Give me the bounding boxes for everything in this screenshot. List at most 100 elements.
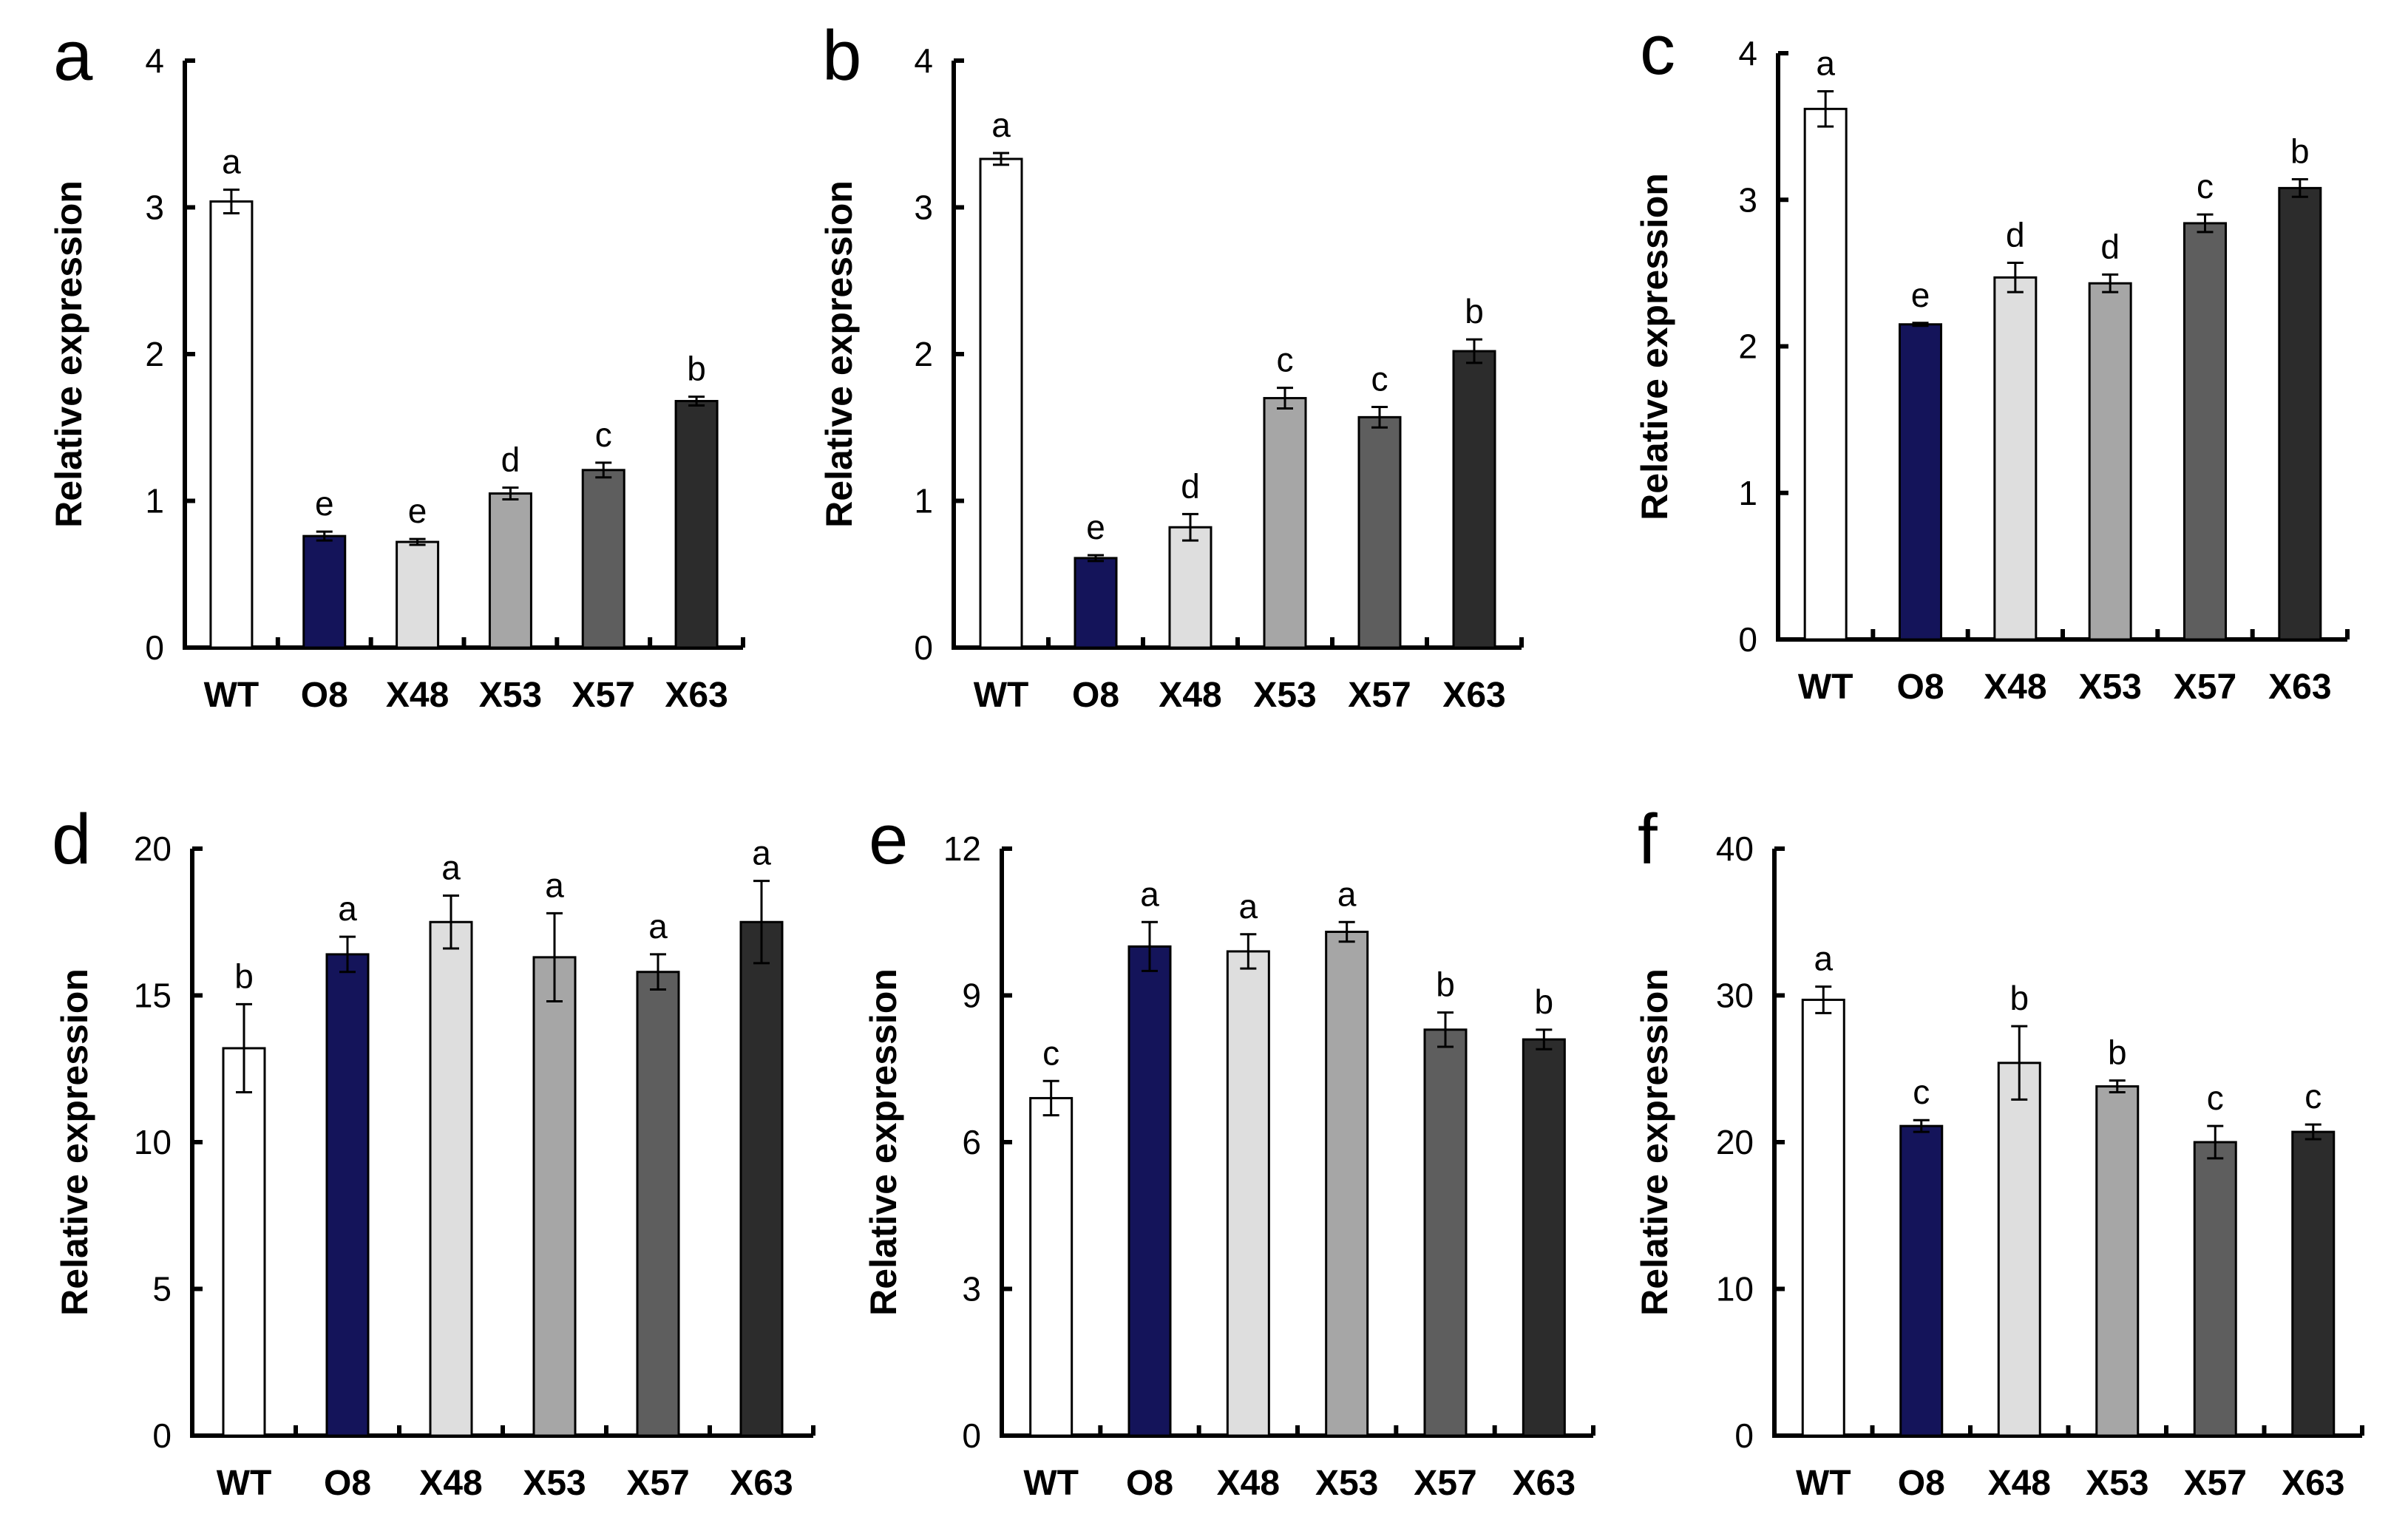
bar-WT [979, 157, 1023, 649]
y-axis-label: Relative expression [54, 968, 95, 1316]
significance-label: c [1371, 359, 1388, 398]
significance-label: c [2197, 167, 2214, 206]
y-tick-label: 9 [962, 977, 981, 1015]
bar-X57 [581, 469, 625, 649]
x-tick-label: X53 [2086, 1464, 2148, 1503]
error-bar [1817, 90, 1834, 128]
x-tick-label: X63 [2282, 1464, 2344, 1503]
error-bar [1536, 1028, 1553, 1050]
bar-O8 [1074, 557, 1118, 649]
error-bar [1437, 1011, 1454, 1048]
y-tick-label: 4 [145, 41, 164, 80]
bar-WT [222, 1047, 266, 1437]
x-tick-label: O8 [324, 1464, 371, 1503]
bar-X53 [488, 492, 532, 649]
y-tick-label: 0 [152, 1416, 172, 1455]
y-tick-label: 3 [962, 1270, 981, 1308]
bar-X48 [396, 540, 440, 649]
y-tick-label: 3 [914, 189, 933, 227]
error-bar [993, 152, 1009, 166]
x-tick-label: O8 [1126, 1464, 1173, 1503]
x-tick-label: WT [1798, 668, 1854, 707]
y-tick-label: 6 [962, 1123, 981, 1161]
x-tick-label: X57 [1348, 676, 1411, 715]
error-bar [753, 880, 770, 965]
bar-X53 [1263, 397, 1307, 649]
bar-X63 [674, 400, 719, 649]
error-bar [339, 935, 356, 974]
bar-WT [209, 200, 254, 649]
error-bar [1042, 1079, 1059, 1117]
bar-X48 [1226, 950, 1270, 1437]
error-bar [1912, 322, 1929, 327]
y-tick-label: 4 [914, 41, 933, 80]
x-tick-label: WT [217, 1464, 272, 1503]
y-tick-label: 15 [134, 977, 172, 1015]
x-tick-label: WT [974, 676, 1029, 715]
error-bar [409, 537, 426, 546]
y-tick-label: 0 [914, 628, 933, 667]
significance-label: c [595, 415, 612, 454]
significance-label: a [1816, 44, 1835, 83]
error-bar [1240, 933, 1257, 970]
significance-label: a [1337, 875, 1357, 913]
significance-label: a [648, 907, 668, 946]
significance-label: e [315, 484, 334, 523]
error-bar [1338, 920, 1355, 943]
x-tick-label: WT [1023, 1464, 1079, 1503]
x-tick-label: X63 [1442, 676, 1505, 715]
error-bar [1142, 920, 1158, 972]
error-bar [1182, 512, 1198, 542]
bar-X63 [1522, 1038, 1566, 1437]
error-bar [2304, 1123, 2321, 1141]
x-tick-label: X57 [572, 676, 635, 715]
bar-X63 [2291, 1130, 2336, 1437]
significance-label: b [234, 957, 254, 995]
bar-X48 [1993, 276, 2038, 641]
bar-WT [1803, 107, 1848, 641]
bar-X53 [2088, 282, 2132, 641]
significance-label: b [1465, 292, 1484, 330]
significance-label: b [1535, 982, 1554, 1021]
significance-label: a [1814, 940, 1833, 978]
x-tick-label: X53 [479, 676, 542, 715]
x-tick-label: X57 [2184, 1464, 2247, 1503]
significance-label: d [501, 441, 520, 479]
bar-X53 [2095, 1085, 2140, 1437]
x-tick-label: X48 [386, 676, 449, 715]
x-tick-label: X57 [1414, 1464, 1476, 1503]
y-tick-label: 3 [1738, 180, 1757, 219]
bar-WT [1029, 1096, 1074, 1437]
significance-label: a [752, 834, 771, 872]
significance-label: b [2108, 1033, 2127, 1072]
y-tick-label: 2 [145, 335, 164, 373]
x-tick-label: X53 [523, 1464, 586, 1503]
bar-O8 [302, 534, 347, 649]
panel-b: b Relative expression 0 1 2 3 4 a WT e O8 d X48 c X53 c… [818, 16, 1524, 715]
x-tick-label: O8 [1898, 1464, 1945, 1503]
x-tick-label: X53 [1315, 1464, 1378, 1503]
significance-label: d [2006, 215, 2025, 254]
error-bar [1277, 387, 1293, 410]
significance-label: d [2100, 227, 2120, 265]
bar-X48 [1997, 1062, 2041, 1437]
panel-a: a Relative expression 0 1 2 3 4 a WT e O8 e X48 d X53 c… [48, 16, 745, 715]
bar-X57 [1357, 415, 1402, 649]
bar-O8 [1127, 945, 1172, 1437]
bar-X63 [739, 920, 784, 1437]
significance-label: a [441, 849, 461, 887]
bar-O8 [325, 953, 370, 1437]
significance-label: e [408, 492, 427, 530]
x-tick-label: O8 [1072, 676, 1119, 715]
error-bar [1088, 554, 1104, 563]
significance-label: c [1042, 1033, 1059, 1072]
error-bar [1913, 1118, 1930, 1133]
bar-O8 [1899, 1124, 1944, 1437]
bar-X57 [2193, 1141, 2237, 1437]
significance-label: e [1911, 276, 1930, 314]
bar-X63 [2278, 186, 2322, 641]
bar-X48 [1168, 526, 1213, 649]
error-bar [1371, 405, 1388, 429]
x-tick-label: WT [204, 676, 260, 715]
significance-label: a [545, 866, 564, 904]
